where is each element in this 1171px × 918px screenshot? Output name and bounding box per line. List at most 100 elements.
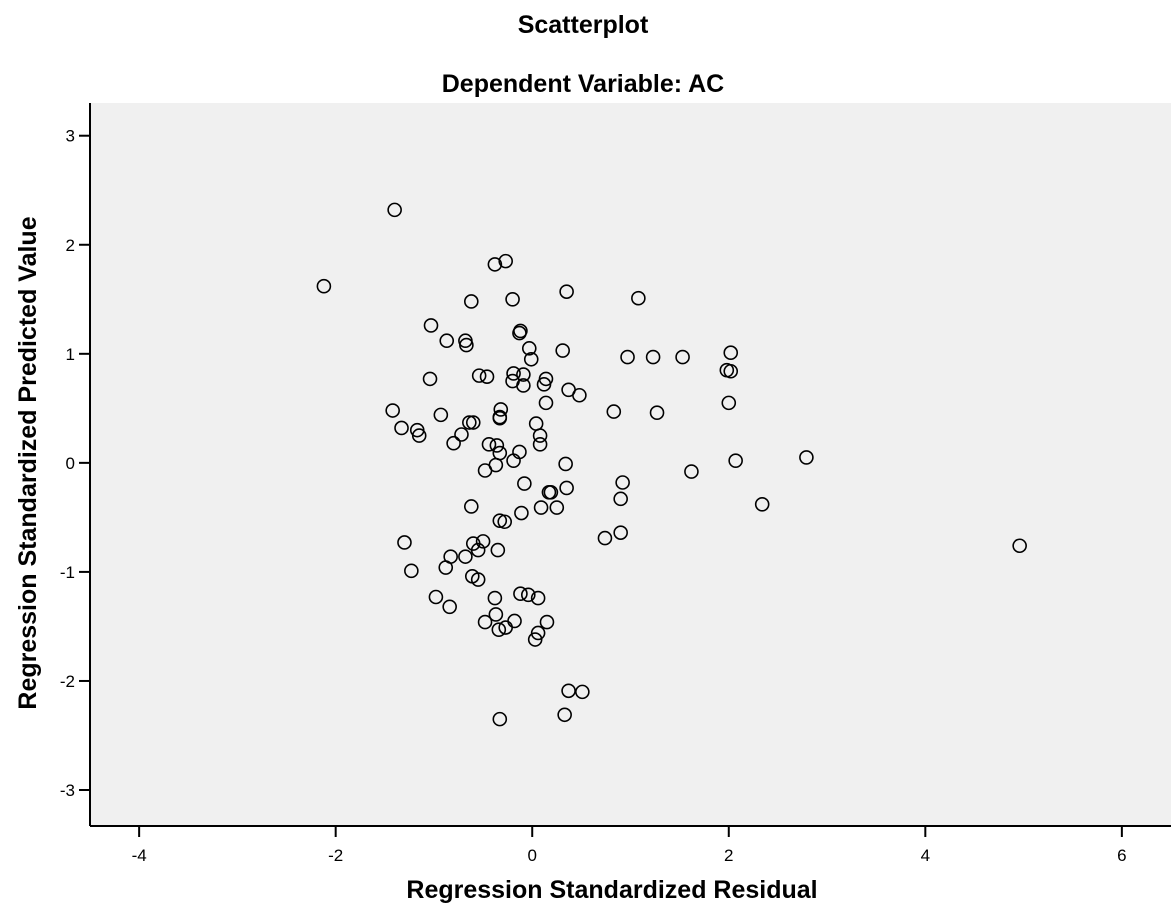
data-point	[489, 438, 505, 453]
data-point	[493, 402, 509, 417]
data-point	[492, 513, 508, 528]
data-point	[471, 368, 487, 383]
x-tick-label: 0	[527, 846, 536, 865]
data-point	[517, 476, 532, 491]
data-point	[615, 475, 630, 490]
data-point	[394, 420, 409, 436]
y-tick-label: 1	[66, 345, 75, 364]
y-tick-label: 3	[66, 127, 75, 146]
data-point	[487, 590, 503, 606]
data-point	[479, 369, 495, 385]
data-point	[498, 620, 513, 635]
data-point	[684, 464, 699, 479]
data-point	[411, 428, 427, 443]
data-point	[620, 349, 635, 365]
data-point	[316, 278, 332, 294]
data-point	[385, 403, 400, 418]
data-points	[316, 202, 1027, 727]
data-point	[462, 415, 477, 430]
data-point	[422, 371, 438, 387]
x-tick-label: 2	[724, 846, 733, 865]
data-point	[557, 707, 572, 723]
data-point	[512, 325, 527, 341]
y-tick-label: 2	[66, 236, 75, 255]
data-point	[387, 202, 402, 218]
data-point	[649, 405, 665, 421]
y-axis-ticks: -3 -2 -1 0 1 2 3	[60, 127, 90, 800]
data-point	[538, 395, 554, 411]
y-axis-title: Regression Standardized Predicted Value	[14, 216, 42, 709]
data-point	[613, 491, 628, 507]
data-point	[675, 349, 690, 365]
data-point	[536, 377, 552, 392]
x-tick-label: -2	[328, 846, 343, 865]
data-point	[521, 341, 537, 356]
data-point	[423, 318, 439, 333]
data-point	[613, 525, 628, 540]
y-tick-label: 0	[66, 454, 75, 473]
data-point	[597, 530, 613, 546]
data-point	[532, 437, 548, 452]
data-point	[514, 505, 529, 521]
data-point	[477, 614, 493, 630]
chart-title: Scatterplot	[518, 11, 649, 39]
data-point	[530, 590, 546, 606]
chart-subtitle: Dependent Variable: AC	[442, 70, 724, 98]
data-point	[539, 614, 555, 630]
data-point	[754, 497, 770, 512]
data-point	[559, 284, 574, 299]
data-point	[481, 437, 497, 452]
data-point	[446, 435, 461, 451]
data-point	[645, 349, 661, 365]
data-point	[558, 456, 573, 472]
data-point	[506, 366, 521, 381]
data-point	[490, 542, 506, 558]
data-point	[516, 378, 531, 393]
data-point	[799, 450, 814, 465]
data-point	[506, 453, 521, 468]
data-point	[723, 345, 739, 361]
data-point	[559, 480, 574, 496]
data-point	[397, 535, 412, 550]
data-point	[492, 711, 508, 727]
data-point	[516, 367, 531, 382]
data-point	[549, 500, 565, 515]
data-point	[487, 257, 503, 272]
data-point	[513, 586, 528, 602]
y-tick-label: -1	[60, 563, 75, 582]
data-point	[523, 351, 539, 367]
data-point	[428, 589, 444, 605]
data-point	[541, 485, 557, 500]
data-point	[721, 395, 737, 411]
data-point	[527, 632, 543, 647]
data-point	[1012, 538, 1027, 554]
data-point	[459, 337, 474, 353]
x-axis-ticks: -4 -2 0 2 4 6	[132, 826, 1127, 865]
x-axis-title: Regression Standardized Residual	[406, 876, 817, 904]
data-point	[465, 415, 481, 430]
x-tick-label: 4	[921, 846, 930, 865]
data-point	[498, 253, 513, 269]
data-point	[723, 363, 739, 379]
data-point	[530, 625, 546, 641]
data-point	[454, 427, 469, 442]
data-point	[488, 607, 504, 622]
data-point	[477, 463, 493, 478]
x-tick-label: -4	[132, 846, 147, 865]
data-point	[606, 404, 622, 419]
data-point	[404, 563, 419, 579]
data-point	[532, 428, 548, 443]
x-tick-label: 6	[1117, 846, 1126, 865]
data-point	[458, 549, 473, 564]
data-point	[463, 294, 479, 309]
data-point	[439, 333, 455, 349]
data-point	[438, 560, 454, 575]
y-tick-label: -3	[60, 781, 75, 800]
data-point	[491, 622, 507, 638]
data-point	[470, 542, 486, 558]
data-point	[575, 684, 590, 700]
data-point	[475, 534, 491, 549]
data-point	[572, 387, 587, 403]
data-point	[433, 407, 449, 423]
